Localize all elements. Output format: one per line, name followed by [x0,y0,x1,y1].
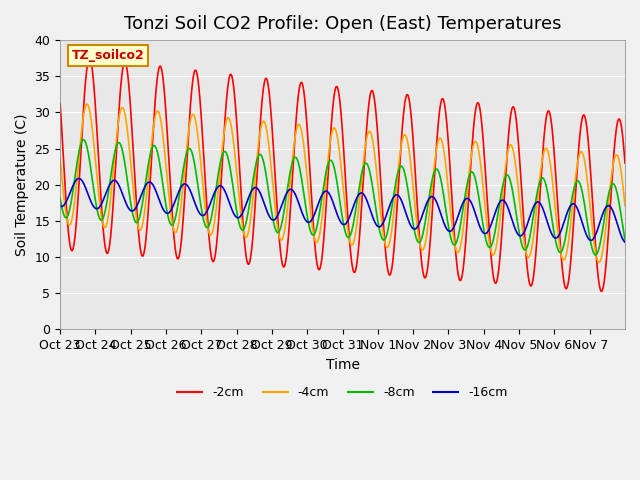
Title: Tonzi Soil CO2 Profile: Open (East) Temperatures: Tonzi Soil CO2 Profile: Open (East) Temp… [124,15,561,33]
Text: TZ_soilco2: TZ_soilco2 [72,49,144,62]
Y-axis label: Soil Temperature (C): Soil Temperature (C) [15,113,29,256]
Legend: -2cm, -4cm, -8cm, -16cm: -2cm, -4cm, -8cm, -16cm [172,381,513,404]
X-axis label: Time: Time [326,358,360,372]
